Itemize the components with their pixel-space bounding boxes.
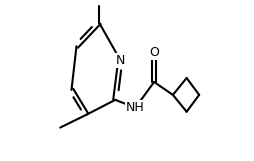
Text: NH: NH bbox=[125, 101, 144, 114]
Text: N: N bbox=[115, 54, 124, 67]
Text: O: O bbox=[149, 46, 158, 59]
